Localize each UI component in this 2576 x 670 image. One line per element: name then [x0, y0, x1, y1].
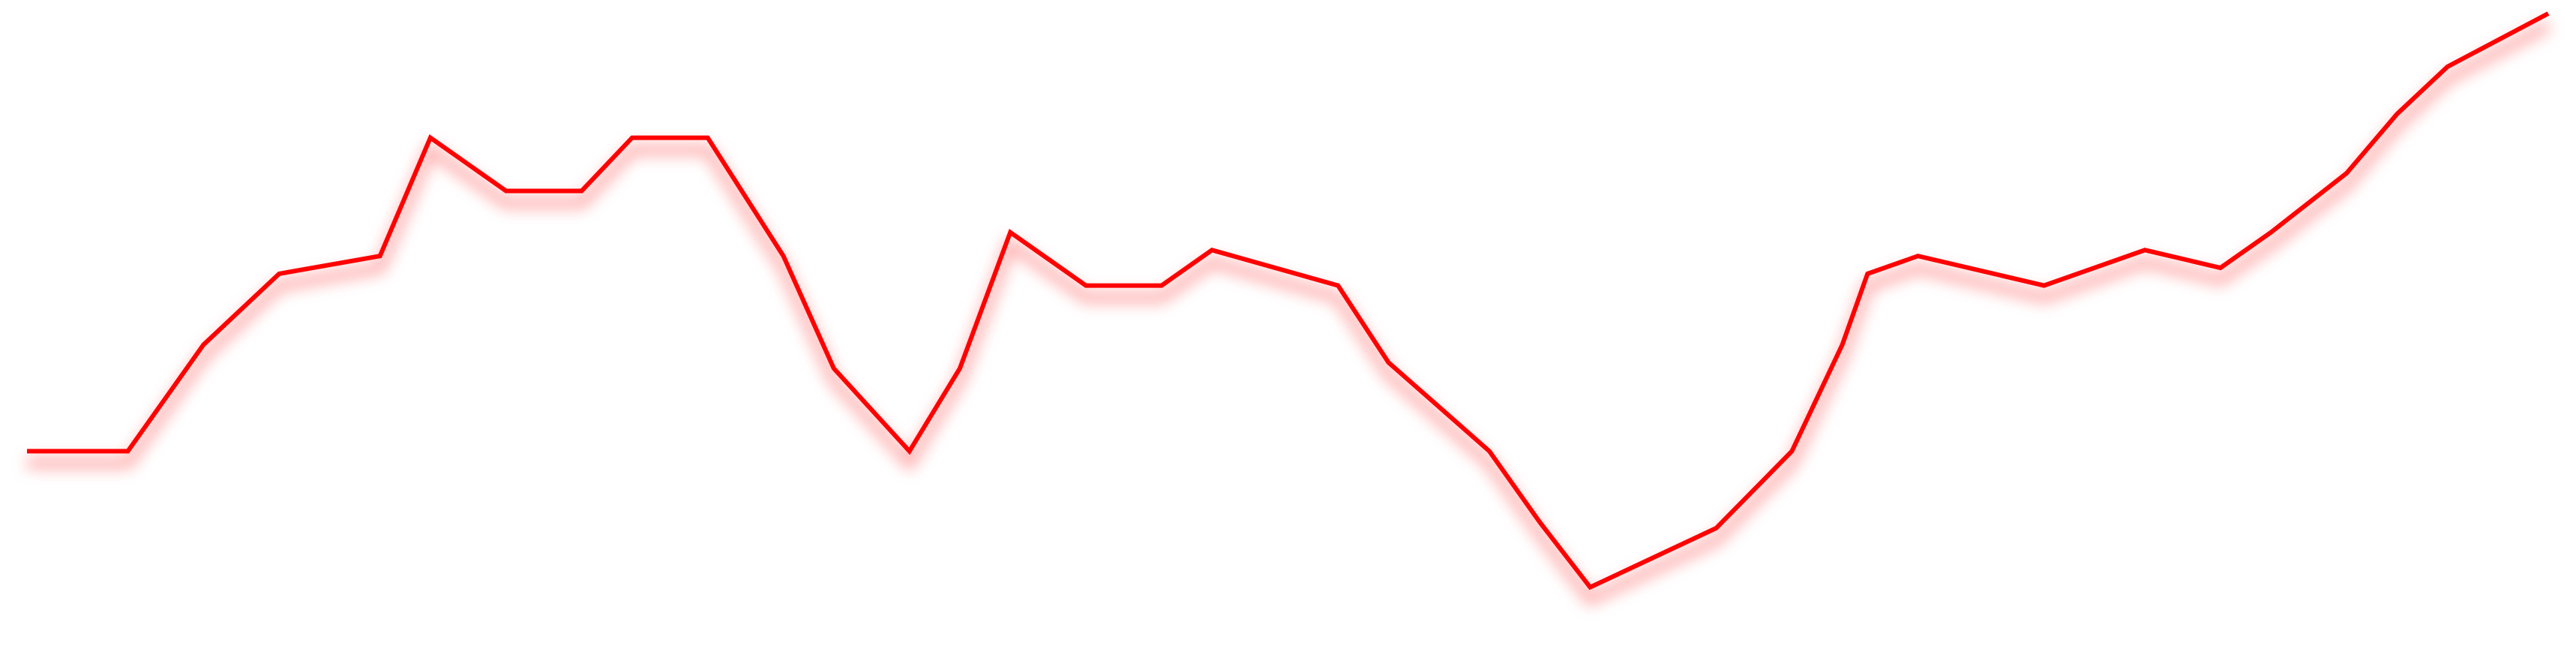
series-line-group — [27, 11, 2550, 590]
series-line — [27, 11, 2550, 590]
series-glow — [27, 20, 2551, 606]
series-line-glow — [27, 20, 2551, 606]
